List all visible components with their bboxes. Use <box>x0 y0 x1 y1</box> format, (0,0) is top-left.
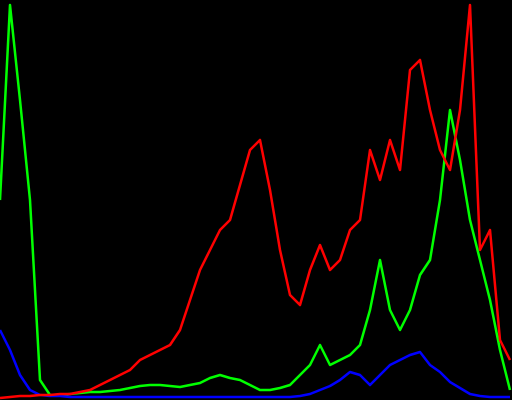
series-line <box>0 3 512 400</box>
series-line <box>0 329 510 399</box>
series-line <box>0 3 512 397</box>
